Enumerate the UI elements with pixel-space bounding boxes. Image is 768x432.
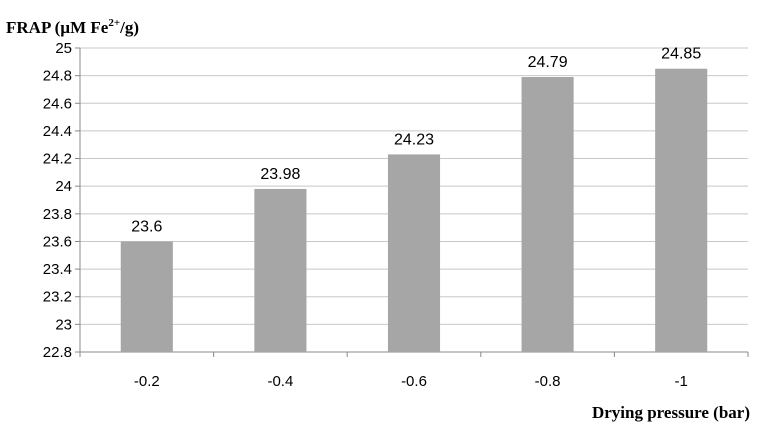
bar: [254, 188, 307, 352]
data-label: 23.6: [131, 218, 162, 235]
data-label: 24.79: [528, 54, 568, 71]
y-tick-label: 24.4: [43, 123, 72, 140]
y-axis-title: FRAP (µM Fe2+/g): [6, 17, 139, 37]
y-tick-label: 24.2: [43, 151, 72, 168]
y-tick-label: 23: [55, 316, 72, 333]
y-tick-label: 25: [55, 40, 72, 57]
y-tick-label: 24: [55, 178, 72, 195]
y-axis-title-main: FRAP (µM Fe: [6, 18, 109, 37]
x-axis-title: Drying pressure (bar): [592, 403, 750, 422]
tick-labels: 22.8 23 23.2 23.4 23.6 23.8 24 24.2 24.4 24.6 24.8…: [43, 40, 688, 390]
bar: [120, 241, 173, 352]
y-tick-label: 23.6: [43, 233, 72, 250]
bars: [120, 68, 708, 353]
x-tick-label: -1: [675, 373, 688, 390]
data-label: 23.98: [260, 166, 300, 183]
x-tick-label: -0.4: [267, 373, 293, 390]
data-label: 24.85: [661, 46, 701, 63]
data-label: 24.23: [394, 131, 434, 148]
y-axis-title-superscript: 2+: [108, 17, 120, 29]
y-tick-label: 22.8: [43, 344, 72, 361]
y-tick-label: 23.2: [43, 289, 72, 306]
x-tick-label: -0.6: [401, 373, 427, 390]
y-tick-label: 23.4: [43, 261, 72, 278]
y-axis-title-tail: /g): [119, 18, 139, 37]
bar: [521, 77, 574, 352]
bar: [655, 68, 708, 353]
bar: [387, 154, 441, 352]
y-tick-label: 23.8: [43, 206, 72, 223]
y-tick-label: 24.8: [43, 68, 72, 85]
x-tick-label: -0.8: [535, 373, 561, 390]
data-labels: 23.6 23.98 24.23 24.79 24.85: [131, 46, 701, 236]
x-tick-label: -0.2: [134, 373, 160, 390]
y-tick-label: 24.6: [43, 95, 72, 112]
